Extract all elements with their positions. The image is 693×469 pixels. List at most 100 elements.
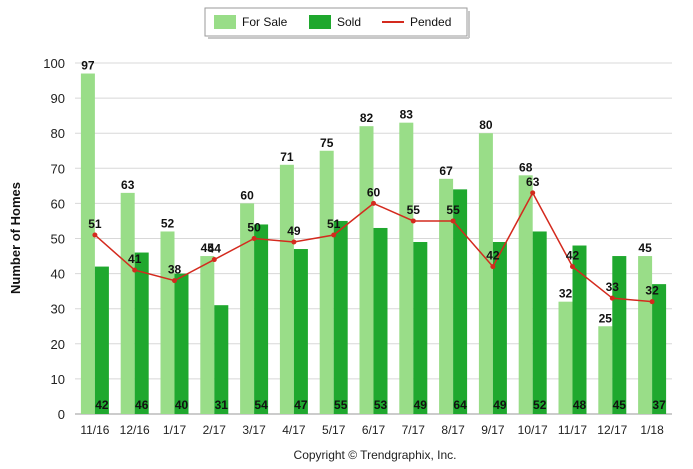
x-tick-label: 3/17	[242, 423, 266, 437]
x-tick-label: 12/16	[120, 423, 150, 437]
legend-swatch-for-sale	[214, 15, 236, 29]
bar-sold	[492, 242, 507, 414]
pended-point	[609, 295, 615, 301]
bar-sold	[453, 189, 468, 414]
for-sale-value-label: 52	[161, 216, 175, 230]
for-sale-value-label: 68	[519, 160, 533, 174]
x-tick-label: 4/17	[282, 423, 306, 437]
legend-box	[204, 7, 468, 37]
sold-value-label: 47	[294, 398, 308, 412]
bar-for-sale	[558, 301, 573, 414]
for-sale-value-label: 25	[599, 311, 613, 325]
x-axis-ticks: 11/16 12/16 1/17 2/17 3/17 4/17 5/17 6/17 7/17 8/…	[80, 423, 664, 437]
pended-point	[450, 218, 456, 224]
pended-value-label: 63	[526, 175, 540, 189]
pended-value-label: 55	[446, 203, 460, 217]
pended-value-label: 41	[128, 252, 142, 266]
for-sale-value-label: 80	[479, 118, 493, 132]
bar-for-sale	[518, 175, 533, 414]
y-tick-label: 20	[51, 337, 65, 352]
x-tick-label: 11/17	[558, 423, 587, 437]
pended-point	[132, 267, 138, 273]
y-tick-label: 60	[51, 196, 65, 211]
x-tick-label: 1/17	[163, 423, 187, 437]
for-sale-value-label: 45	[201, 241, 215, 255]
for-sale-value-label: 63	[121, 178, 135, 192]
pended-value-label: 51	[327, 217, 341, 231]
y-tick-label: 90	[51, 91, 65, 106]
bar-sold	[174, 273, 189, 414]
pended-point	[92, 232, 98, 238]
bar-for-sale	[120, 192, 135, 414]
sold-value-label: 45	[613, 398, 627, 412]
bar-for-sale	[638, 256, 653, 414]
pended-value-label: 32	[645, 284, 659, 298]
for-sale-value-label: 60	[240, 188, 254, 202]
pended-point	[570, 264, 575, 270]
bar-for-sale	[319, 150, 334, 414]
bar-sold	[532, 231, 547, 414]
bar-sold	[254, 224, 269, 414]
sold-value-label: 64	[453, 398, 467, 412]
for-sale-value-label: 83	[400, 108, 414, 122]
pended-value-label: 51	[88, 217, 102, 231]
pended-point	[211, 257, 217, 263]
bar-sold	[333, 220, 348, 414]
sold-value-label: 49	[414, 398, 428, 412]
sold-value-label: 31	[215, 398, 229, 412]
for-sale-value-label: 75	[320, 136, 334, 150]
y-tick-label: 30	[51, 302, 65, 317]
y-tick-label: 70	[51, 161, 65, 176]
copyright-text: Copyright © Trendgraphix, Inc.	[294, 448, 457, 462]
sold-value-label: 48	[573, 398, 587, 412]
y-tick-label: 50	[51, 232, 65, 247]
x-tick-label: 5/17	[322, 423, 346, 437]
legend-swatch-sold	[309, 15, 331, 29]
y-tick-label: 40	[51, 267, 65, 282]
for-sale-value-label: 45	[638, 241, 652, 255]
for-sale-value-label: 97	[81, 59, 95, 73]
for-sale-value-label: 71	[280, 150, 294, 164]
pended-point	[172, 278, 177, 284]
pended-value-label: 42	[486, 249, 500, 263]
for-sale-value-label: 82	[360, 111, 374, 125]
y-tick-label: 10	[51, 372, 65, 387]
x-tick-label: 12/17	[597, 423, 627, 437]
data-labels: 97 42 63 46 52 40 45 31 60 54 71 47 75 55 82 53 83 49 67 64…	[81, 59, 666, 412]
bar-sold	[652, 284, 667, 414]
pended-point	[291, 239, 297, 245]
bar-sold	[293, 249, 308, 414]
bar-for-sale	[80, 73, 95, 414]
bar-for-sale	[359, 126, 374, 415]
x-tick-label: 1/18	[640, 423, 664, 437]
legend-label-for-sale: For Sale	[242, 15, 288, 29]
bar-for-sale	[439, 178, 454, 414]
x-tick-label: 10/17	[518, 423, 548, 437]
bar-for-sale	[160, 231, 175, 414]
sold-value-label: 46	[135, 398, 149, 412]
y-tick-label: 100	[43, 56, 65, 71]
y-axis-title: Number of Homes	[8, 182, 23, 294]
bar-for-sale	[240, 203, 255, 414]
bar-sold	[572, 245, 587, 414]
bars	[80, 73, 667, 415]
pended-point	[490, 264, 496, 270]
pended-value-label: 50	[247, 221, 261, 235]
x-tick-label: 7/17	[402, 423, 426, 437]
pended-point	[331, 232, 337, 238]
sold-value-label: 53	[374, 398, 388, 412]
pended-value-label: 49	[287, 224, 301, 238]
sold-value-label: 42	[95, 398, 109, 412]
pended-value-label: 33	[606, 280, 620, 294]
sold-value-label: 55	[334, 398, 348, 412]
x-tick-label: 8/17	[441, 423, 465, 437]
x-tick-label: 6/17	[362, 423, 386, 437]
y-axis-ticks: 0 10 20 30 40 50 60 70 80 90 100	[43, 56, 65, 422]
bar-sold	[612, 256, 627, 414]
pended-point	[371, 200, 376, 206]
bar-sold	[134, 252, 149, 414]
pended-value-label: 42	[566, 249, 580, 263]
sold-value-label: 49	[493, 398, 507, 412]
bar-sold	[214, 305, 229, 414]
